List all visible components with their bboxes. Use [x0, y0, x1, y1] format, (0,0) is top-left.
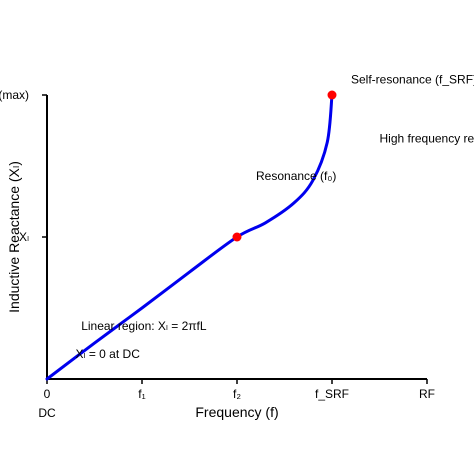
y-axis-title: Inductive Reactance (Xₗ): [6, 161, 22, 313]
highlight-points: [232, 90, 337, 242]
series: [45, 93, 334, 381]
y-tick-label: Xₗ(max): [0, 88, 29, 102]
annotation-label: Resonance (f₀): [256, 169, 336, 183]
annotations: Self-resonance (f_SRF) High frequency reg…: [76, 73, 474, 362]
x-tick-label: f_SRF: [315, 387, 349, 401]
annotation-label: Self-resonance (f_SRF): [351, 73, 474, 87]
highlight-point: [232, 232, 242, 242]
x-axis-title: Frequency (f): [195, 404, 278, 420]
x-tick-label: RF: [419, 387, 435, 401]
y-tick-label: Xₗ: [19, 230, 29, 244]
annotation-label: Xₗ = 0 at DC: [76, 347, 141, 361]
x-tick-label: 0: [44, 387, 51, 401]
annotation-label: Linear region: Xₗ = 2πfL: [81, 319, 207, 333]
x-tick-label: f₁: [138, 387, 145, 401]
x-tick-label: f₂: [233, 387, 241, 401]
annotation-label: High frequency region: [380, 131, 474, 145]
series-line: [45, 93, 334, 381]
y-ticks: Xₗ Xₗ(max): [0, 88, 47, 244]
highlight-point: [327, 90, 337, 100]
x-ticks: 0 f₁ f₂ f_SRF RF DC: [38, 379, 435, 420]
x-range-label: DC: [38, 406, 56, 420]
